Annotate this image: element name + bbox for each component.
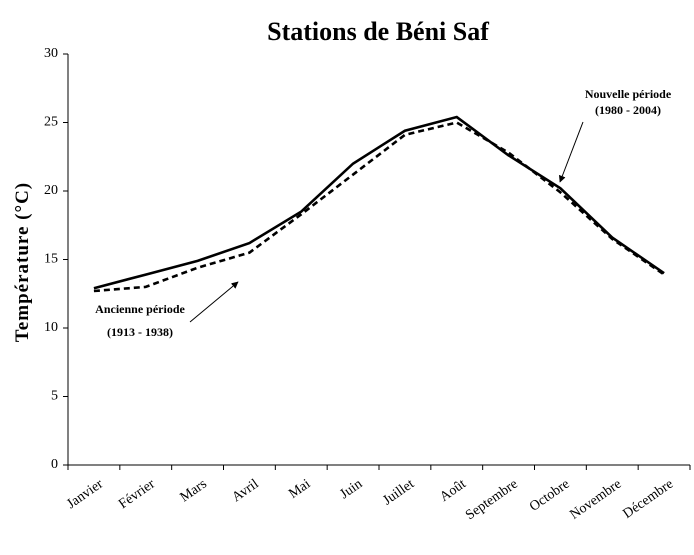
x-tick-label: Juillet — [380, 477, 417, 509]
y-tick-label: 30 — [44, 46, 58, 61]
y-tick-label: 25 — [44, 115, 58, 130]
y-axis-label: Température (°C) — [12, 182, 33, 342]
x-tick-label: Janvier — [64, 476, 106, 512]
x-tick-label: Avril — [230, 477, 262, 506]
line — [93, 115, 665, 290]
y-tick-label: 0 — [51, 457, 58, 472]
x-tick-label: Novembre — [567, 477, 624, 523]
y-tick-label: 10 — [44, 320, 58, 335]
x-tick-label: Mars — [178, 477, 210, 506]
annotation: (1913 - 1938) — [107, 325, 173, 339]
annotation-arrow — [558, 121, 584, 183]
annotation: Nouvelle période — [585, 87, 672, 101]
annotation-arrow — [189, 281, 239, 323]
x-tick-label: Mai — [286, 477, 313, 502]
y-tick-label: 15 — [44, 252, 58, 267]
x-tick-label: Août — [437, 477, 469, 505]
x-tick-label: Juin — [337, 477, 365, 503]
x-tick-label: Septembre — [463, 477, 521, 524]
line — [93, 121, 665, 293]
chart-title: Stations de Béni Saf — [267, 17, 489, 46]
x-tick-label: Décembre — [620, 477, 676, 522]
annotation: (1980 - 2004) — [595, 103, 661, 117]
x-tick-label: Octobre — [527, 477, 573, 515]
x-tick-label: Février — [116, 476, 158, 512]
y-tick-label: 20 — [44, 183, 58, 198]
annotation: Ancienne période — [95, 302, 185, 316]
y-tick-label: 5 — [51, 389, 58, 404]
